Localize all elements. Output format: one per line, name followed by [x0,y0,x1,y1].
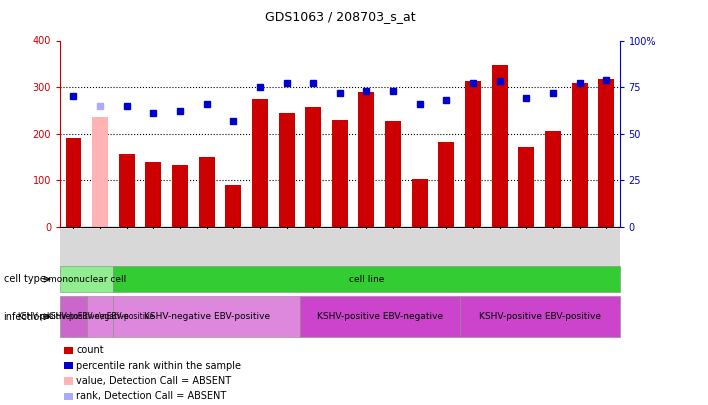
Text: rank, Detection Call = ABSENT: rank, Detection Call = ABSENT [76,392,227,401]
Bar [545,131,561,227]
Bar [66,139,81,227]
Text: KSHV-positive\nEBV-negative: KSHV-positive\nEBV-negative [18,312,130,321]
Bar [119,153,135,227]
Bar [305,107,321,227]
Text: KSHV-negative EBV-positive: KSHV-negative EBV-positive [144,312,270,321]
Text: cell line: cell line [349,275,384,284]
Bar [358,92,375,227]
Bar [598,79,614,227]
Bar [225,185,241,227]
Bar [438,142,455,227]
Text: cell type: cell type [4,274,45,284]
Text: KSHV-positive EBV-negative: KSHV-positive EBV-negative [316,312,442,321]
Text: count: count [76,345,104,355]
Text: infection: infection [4,312,46,322]
Bar [278,113,295,227]
Text: KSHV-positive EBV-positive: KSHV-positive EBV-positive [479,312,600,321]
Bar [92,117,108,227]
Bar [145,162,161,227]
Bar [465,81,481,227]
Bar [518,147,535,227]
Bar [252,99,268,227]
Bar [199,157,215,227]
Bar [332,120,348,227]
Bar [571,83,588,227]
Text: KSHV-positive\nEBV-positive: KSHV-positive\nEBV-positive [46,312,154,321]
Bar [491,65,508,227]
Bar [172,165,188,227]
Text: value, Detection Call = ABSENT: value, Detection Call = ABSENT [76,376,232,386]
Text: GDS1063 / 208703_s_at: GDS1063 / 208703_s_at [265,10,415,23]
Bar [385,121,401,227]
Text: percentile rank within the sample: percentile rank within the sample [76,361,241,371]
Text: mononuclear cell: mononuclear cell [47,275,126,284]
Bar [412,179,428,227]
